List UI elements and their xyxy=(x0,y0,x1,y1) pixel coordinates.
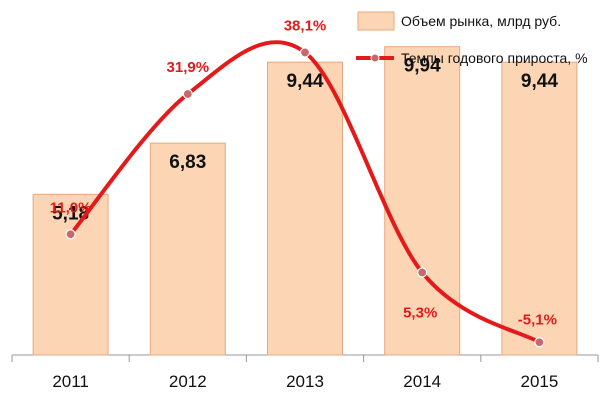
x-tick-label: 2012 xyxy=(169,372,207,391)
bar-2011 xyxy=(32,193,109,356)
growth-value-labels: 11,0% 31,9% 38,1% 5,3% -5,1% xyxy=(50,17,557,328)
x-tick-label: 2013 xyxy=(286,372,324,391)
bar-value-label: 9,94 xyxy=(404,56,441,77)
growth-point-2015 xyxy=(534,337,545,348)
growth-point-2012 xyxy=(182,88,193,100)
x-tick-label: 2011 xyxy=(52,372,89,391)
legend-bar-swatch xyxy=(357,11,395,31)
bar-2014 xyxy=(384,46,461,356)
bar-value-label: 6,83 xyxy=(169,152,206,173)
bar-value-labels: 5,18 6,83 9,44 9,94 9,44 xyxy=(52,56,558,225)
bar-2012 xyxy=(149,142,226,356)
bar-2013 xyxy=(267,61,343,356)
growth-value-label: -5,1% xyxy=(518,311,557,328)
bar-value-label: 5,18 xyxy=(52,203,89,224)
growth-value-label: 11,0% xyxy=(50,199,92,216)
legend-bar-label: Объем рынка, млрд руб. xyxy=(401,13,561,29)
growth-point-2013 xyxy=(299,47,311,58)
growth-line-series xyxy=(65,40,545,348)
growth-value-label: 5,3% xyxy=(403,304,437,321)
growth-value-label: 31,9% xyxy=(167,59,210,76)
x-tick-label: 2015 xyxy=(520,372,558,391)
legend: Объем рынка, млрд руб. Темпы годового пр… xyxy=(356,11,588,66)
growth-value-label: 38,1% xyxy=(284,17,327,34)
growth-point-2011 xyxy=(65,229,76,240)
legend-line-label: Темпы годового прироста, % xyxy=(401,50,588,66)
bar-series xyxy=(32,46,578,356)
bar-2015 xyxy=(501,61,578,356)
x-axis-labels: 2011 2012 2013 2014 2015 xyxy=(52,372,558,391)
x-tick-label: 2014 xyxy=(403,372,441,391)
bar-value-label: 9,44 xyxy=(287,71,324,92)
bar-value-label: 9,44 xyxy=(521,71,558,92)
legend-line-marker xyxy=(370,53,380,63)
x-axis-ticks xyxy=(11,355,599,362)
growth-point-2014 xyxy=(417,267,428,278)
